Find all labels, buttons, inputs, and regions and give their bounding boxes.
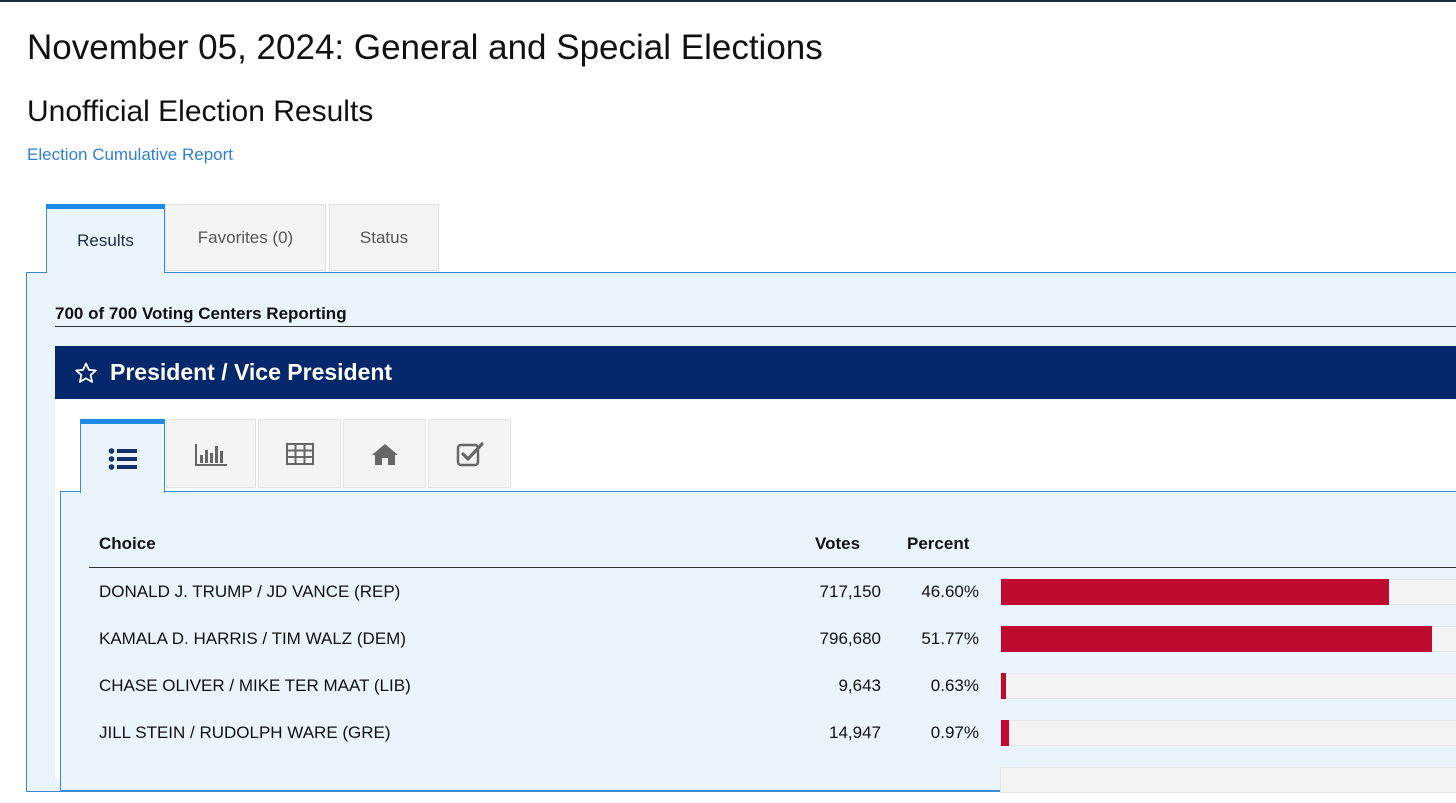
choice-name: JILL STEIN / RUDOLPH WARE (GRE) bbox=[99, 723, 391, 742]
reporting-status: 700 of 700 Voting Centers Reporting bbox=[55, 304, 1456, 327]
vote-count: 717,150 bbox=[819, 582, 881, 601]
results-table: Choice Votes Percent DONALD J. TRUMP / J… bbox=[89, 527, 1456, 803]
vote-percent: 51.77% bbox=[921, 629, 979, 648]
percent-bar-track bbox=[1000, 626, 1456, 652]
percent-bar bbox=[1001, 579, 1389, 605]
tab-status-label: Status bbox=[359, 227, 409, 247]
table-row: DONALD J. TRUMP / JD VANCE (REP) 717,150… bbox=[89, 568, 1456, 615]
view-tab-checkbox[interactable] bbox=[428, 419, 511, 488]
percent-bar-track bbox=[1000, 767, 1456, 793]
percent-bar-track bbox=[1000, 720, 1456, 746]
tab-favorites[interactable]: Favorites (0) bbox=[165, 204, 326, 271]
view-tab-home[interactable] bbox=[343, 419, 426, 488]
percent-bar bbox=[1001, 626, 1432, 652]
bar-chart-icon bbox=[195, 443, 227, 466]
choice-name: KAMALA D. HARRIS / TIM WALZ (DEM) bbox=[99, 629, 406, 648]
choice-name: CHASE OLIVER / MIKE TER MAAT (LIB) bbox=[99, 676, 411, 695]
vote-count: 9,643 bbox=[838, 676, 881, 695]
vote-percent: 0.63% bbox=[930, 676, 979, 695]
list-icon bbox=[108, 447, 137, 470]
view-tab-list[interactable] bbox=[80, 419, 165, 493]
cumulative-report-link[interactable]: Election Cumulative Report bbox=[27, 145, 233, 164]
table-row: JILL STEIN / RUDOLPH WARE (GRE) 14,947 0… bbox=[89, 709, 1456, 756]
tab-status[interactable]: Status bbox=[329, 204, 439, 271]
column-votes-header: Votes bbox=[815, 534, 861, 553]
checkbox-icon bbox=[456, 441, 484, 466]
view-tab-chart[interactable] bbox=[166, 419, 256, 488]
vote-percent: 46.60% bbox=[921, 582, 979, 601]
race-title: President / Vice President bbox=[110, 359, 393, 385]
table-row-partial bbox=[89, 756, 1456, 803]
race-header: President / Vice President bbox=[55, 346, 1456, 399]
choice-name: DONALD J. TRUMP / JD VANCE (REP) bbox=[99, 582, 401, 601]
tab-results[interactable]: Results bbox=[46, 204, 165, 273]
vote-percent: 0.97% bbox=[930, 723, 979, 742]
home-icon bbox=[371, 443, 398, 465]
table-row: KAMALA D. HARRIS / TIM WALZ (DEM) 796,68… bbox=[89, 615, 1456, 662]
column-choice-header: Choice bbox=[99, 534, 156, 553]
percent-bar-track bbox=[1000, 579, 1456, 605]
star-icon[interactable] bbox=[74, 361, 98, 385]
percent-bar bbox=[1001, 673, 1006, 699]
tab-results-label: Results bbox=[77, 231, 134, 250]
table-header: Choice Votes Percent bbox=[89, 527, 1456, 568]
page-subtitle: Unofficial Election Results bbox=[27, 95, 374, 128]
percent-bar-track bbox=[1000, 673, 1456, 699]
percent-bar bbox=[1001, 720, 1009, 746]
tab-favorites-label: Favorites (0) bbox=[197, 227, 294, 247]
vote-count: 14,947 bbox=[829, 723, 881, 742]
top-border bbox=[0, 0, 1456, 2]
vote-count: 796,680 bbox=[819, 629, 881, 648]
page-title: November 05, 2024: General and Special E… bbox=[27, 28, 823, 67]
view-tab-table[interactable] bbox=[258, 419, 341, 488]
column-percent-header: Percent bbox=[907, 534, 970, 553]
table-row: CHASE OLIVER / MIKE TER MAAT (LIB) 9,643… bbox=[89, 662, 1456, 709]
table-icon bbox=[285, 442, 314, 465]
